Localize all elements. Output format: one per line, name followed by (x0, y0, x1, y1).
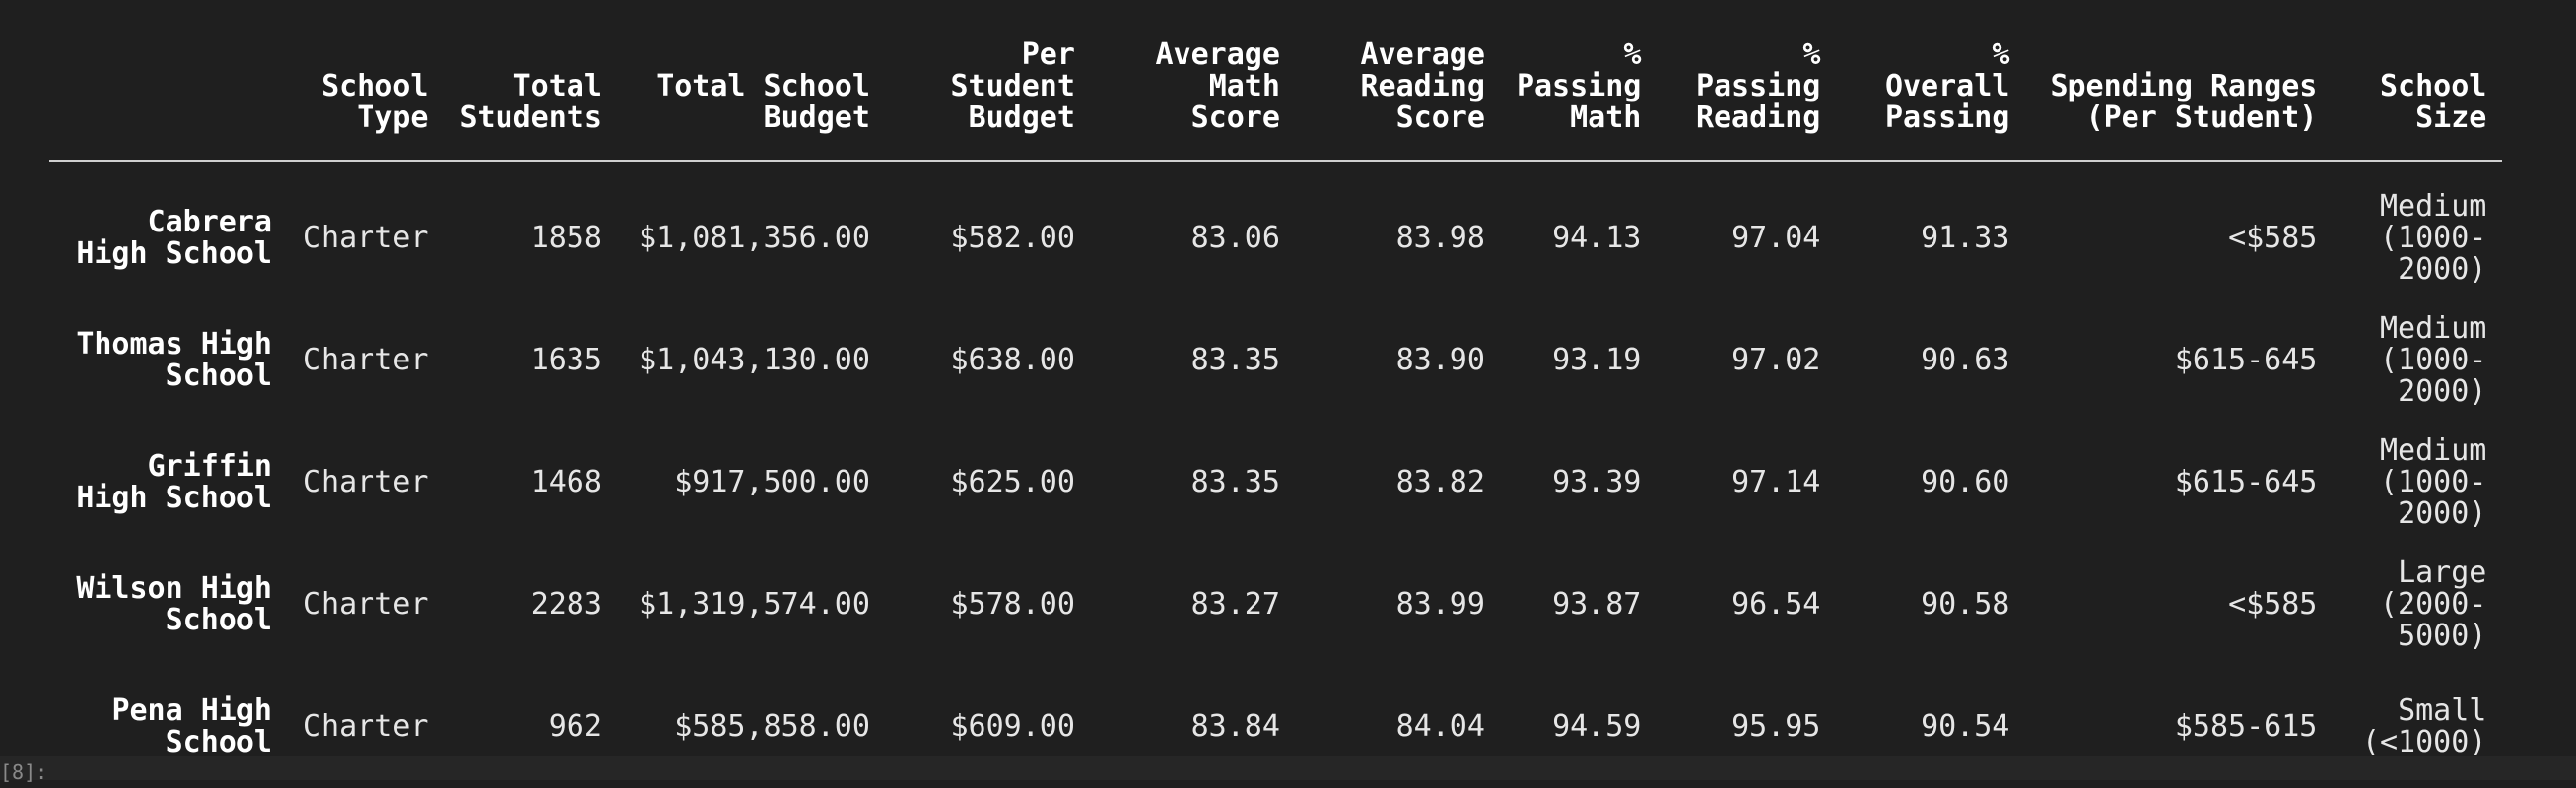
column-header-total-school-budget: Total School Budget (617, 39, 886, 162)
cell-average-math: 83.06 (1190, 221, 1280, 255)
cell-school-type: Charter (304, 709, 429, 744)
cell-school-type: Charter (304, 587, 429, 622)
cell-school-size: Medium (1000-2000) (2380, 311, 2487, 409)
cell-passing-math: 93.87 (1552, 587, 1642, 622)
row-index-school-name: Griffin High School (76, 449, 272, 515)
column-header-school-type: School Type (288, 39, 444, 162)
row-index-school-name: Thomas High School (76, 327, 272, 393)
cell-passing-math: 94.13 (1552, 221, 1642, 255)
column-header-average-reading-score: Average Reading Score (1295, 39, 1501, 162)
cell-total-students: 962 (548, 709, 602, 744)
cell-per-student-budget: $582.00 (950, 221, 1075, 255)
cell-spending-range: <$585 (2228, 221, 2318, 255)
table-row: Cabrera High School Charter 1858 $1,081,… (49, 161, 2502, 299)
cell-passing-math: 93.39 (1552, 465, 1642, 499)
cell-total-budget: $1,043,130.00 (639, 343, 870, 377)
execution-count-label: [8]: (0, 760, 48, 784)
cell-total-budget: $1,319,574.00 (639, 587, 870, 622)
cell-average-reading: 83.99 (1395, 587, 1485, 622)
cell-passing-reading: 97.14 (1731, 465, 1821, 499)
cell-passing-reading: 97.04 (1731, 221, 1821, 255)
header-row: School Type Total Students Total School … (49, 39, 2503, 162)
cell-average-reading: 83.82 (1395, 465, 1485, 499)
cell-average-math: 83.35 (1190, 465, 1280, 499)
table-row: Thomas High School Charter 1635 $1,043,1… (49, 299, 2502, 422)
column-header-per-student-budget: Per Student Budget (885, 39, 1091, 162)
cell-average-math: 83.84 (1190, 709, 1280, 744)
cell-average-math: 83.27 (1190, 587, 1280, 622)
cell-school-size: Small (<1000) (2361, 693, 2487, 759)
cell-school-size: Medium (1000-2000) (2380, 189, 2487, 287)
cell-spending-range: <$585 (2228, 587, 2318, 622)
cell-overall-passing: 90.54 (1921, 709, 2010, 744)
cell-overall-passing: 90.63 (1921, 343, 2010, 377)
cell-total-budget: $585,858.00 (674, 709, 870, 744)
cell-passing-math: 94.59 (1552, 709, 1642, 744)
cell-per-student-budget: $638.00 (950, 343, 1075, 377)
next-cell-strip[interactable] (0, 756, 2576, 780)
column-header-total-students: Total Students (443, 39, 618, 162)
cell-school-type: Charter (304, 465, 429, 499)
table-row: Wilson High School Charter 2283 $1,319,5… (49, 544, 2502, 666)
cell-overall-passing: 90.60 (1921, 465, 2010, 499)
column-header-passing-reading: % Passing Reading (1657, 39, 1837, 162)
cell-passing-reading: 97.02 (1731, 343, 1821, 377)
cell-school-size: Large (2000-5000) (2380, 556, 2487, 653)
column-header-index (49, 39, 288, 162)
cell-per-student-budget: $578.00 (950, 587, 1075, 622)
row-index-school-name: Wilson High School (76, 571, 272, 637)
column-header-average-math-score: Average Math Score (1090, 39, 1296, 162)
cell-total-students: 1635 (530, 343, 602, 377)
cell-passing-reading: 95.95 (1731, 709, 1821, 744)
column-header-passing-math: % Passing Math (1500, 39, 1658, 162)
cell-spending-range: $615-645 (2174, 343, 2318, 377)
cell-overall-passing: 90.58 (1921, 587, 2010, 622)
cell-total-students: 2283 (530, 587, 602, 622)
row-index-school-name: Cabrera High School (76, 205, 272, 271)
cell-average-reading: 84.04 (1395, 709, 1485, 744)
table-header: School Type Total Students Total School … (49, 39, 2503, 162)
column-header-school-size: School Size (2333, 39, 2503, 162)
cell-school-size: Medium (1000-2000) (2380, 433, 2487, 531)
row-index-school-name: Pena High School (111, 693, 272, 759)
cell-spending-range: $585-615 (2174, 709, 2318, 744)
cell-total-students: 1858 (530, 221, 602, 255)
cell-passing-math: 93.19 (1552, 343, 1642, 377)
cell-per-student-budget: $609.00 (950, 709, 1075, 744)
table-body: Cabrera High School Charter 1858 $1,081,… (49, 161, 2502, 788)
cell-spending-range: $615-645 (2174, 465, 2318, 499)
cell-per-student-budget: $625.00 (950, 465, 1075, 499)
column-header-spending-ranges: Spending Ranges (Per Student) (2025, 39, 2334, 162)
column-header-overall-passing: % Overall Passing (1836, 39, 2026, 162)
cell-total-budget: $917,500.00 (674, 465, 870, 499)
cell-overall-passing: 91.33 (1921, 221, 2010, 255)
cell-total-students: 1468 (530, 465, 602, 499)
table-row: Griffin High School Charter 1468 $917,50… (49, 422, 2502, 544)
notebook-output-area: School Type Total Students Total School … (49, 38, 2503, 758)
cell-average-reading: 83.90 (1395, 343, 1485, 377)
cell-average-reading: 83.98 (1395, 221, 1485, 255)
cell-school-type: Charter (304, 221, 429, 255)
table-row: Pena High School Charter 962 $585,858.00… (49, 666, 2502, 788)
cell-school-type: Charter (304, 343, 429, 377)
dataframe-table: School Type Total Students Total School … (49, 39, 2503, 788)
cell-passing-reading: 96.54 (1731, 587, 1821, 622)
cell-average-math: 83.35 (1190, 343, 1280, 377)
cell-total-budget: $1,081,356.00 (639, 221, 870, 255)
